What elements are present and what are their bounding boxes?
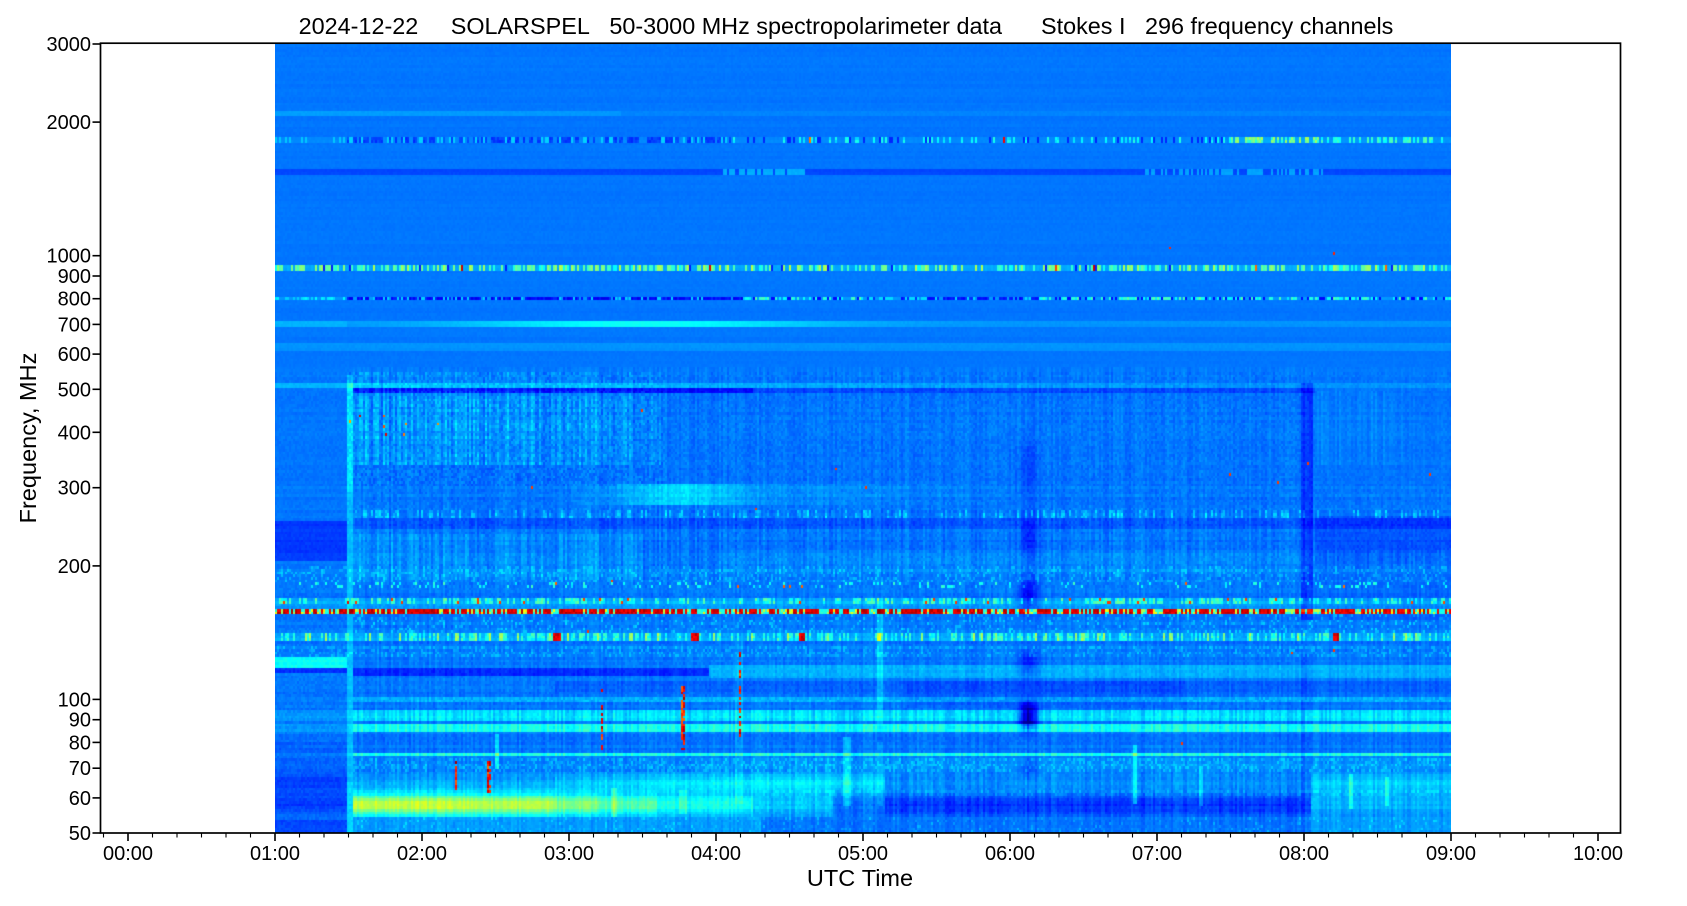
svg-text:90: 90 bbox=[69, 710, 91, 732]
svg-text:01:00: 01:00 bbox=[250, 843, 300, 865]
svg-text:400: 400 bbox=[58, 422, 91, 444]
svg-text:60: 60 bbox=[69, 788, 91, 810]
svg-text:1000: 1000 bbox=[47, 246, 92, 268]
svg-text:700: 700 bbox=[58, 314, 91, 336]
svg-text:70: 70 bbox=[69, 758, 91, 780]
svg-text:80: 80 bbox=[69, 732, 91, 754]
svg-text:05:00: 05:00 bbox=[838, 843, 888, 865]
svg-text:UTC Time: UTC Time bbox=[807, 865, 913, 891]
svg-text:03:00: 03:00 bbox=[544, 843, 594, 865]
svg-text:500: 500 bbox=[58, 379, 91, 401]
svg-text:02:00: 02:00 bbox=[397, 843, 447, 865]
svg-text:3000: 3000 bbox=[47, 34, 92, 56]
svg-text:600: 600 bbox=[58, 344, 91, 366]
svg-text:900: 900 bbox=[58, 266, 91, 288]
svg-text:200: 200 bbox=[58, 556, 91, 578]
svg-text:100: 100 bbox=[58, 689, 91, 711]
svg-text:00:00: 00:00 bbox=[103, 843, 153, 865]
svg-text:300: 300 bbox=[58, 478, 91, 500]
svg-text:08:00: 08:00 bbox=[1279, 843, 1329, 865]
svg-text:2024-12-22 SOLARSPEL 50-: 2024-12-22 SOLARSPEL 50-3000 MHz spectro… bbox=[299, 13, 1394, 39]
svg-text:04:00: 04:00 bbox=[691, 843, 741, 865]
svg-text:800: 800 bbox=[58, 289, 91, 311]
svg-text:06:00: 06:00 bbox=[985, 843, 1035, 865]
svg-text:07:00: 07:00 bbox=[1132, 843, 1182, 865]
svg-text:2000: 2000 bbox=[47, 112, 92, 134]
svg-text:50: 50 bbox=[69, 823, 91, 845]
svg-text:09:00: 09:00 bbox=[1426, 843, 1476, 865]
svg-text:Frequency, MHz: Frequency, MHz bbox=[15, 353, 41, 524]
svg-text:10:00: 10:00 bbox=[1573, 843, 1623, 865]
